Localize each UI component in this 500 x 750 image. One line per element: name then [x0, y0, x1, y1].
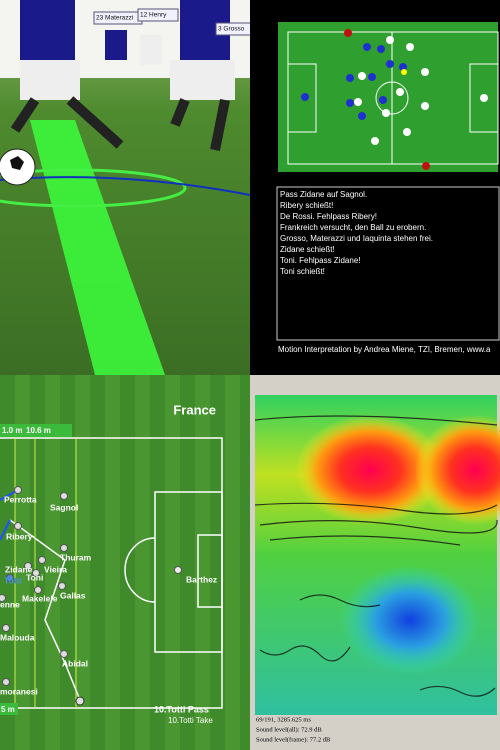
- commentary-box: [276, 186, 500, 341]
- player-dot: [14, 522, 22, 530]
- player-dot: [24, 562, 32, 570]
- player-name: Abidal: [62, 658, 88, 668]
- commentary-line: Frankreich versucht, den Ball zu erobern…: [280, 223, 426, 232]
- player-name: Toni: [26, 572, 43, 582]
- player-name: Gallas: [60, 590, 86, 600]
- commentary-line: Zidane schießt!: [280, 245, 335, 254]
- player-name: Zidane: [5, 564, 33, 574]
- status-line: 69/191, 3285.625 ms: [256, 716, 311, 723]
- player-name: Vieira: [44, 564, 67, 574]
- player-dot: [0, 594, 6, 602]
- player-dot: [38, 556, 46, 564]
- minimap: [278, 22, 499, 172]
- player-dot: [2, 678, 10, 686]
- player-label-box: [137, 8, 179, 22]
- commentary-line: Grosso, Materazzi und Iaquinta stehen fr…: [280, 234, 433, 243]
- commentary-line: Ribery schießt!: [280, 201, 333, 210]
- player-name: moranesi: [0, 686, 38, 696]
- player-dot: [6, 574, 14, 582]
- player-dot: [60, 544, 68, 552]
- player-dot: [34, 586, 42, 594]
- player-name: Thuram: [60, 552, 92, 562]
- player-name: Ribery: [6, 531, 33, 541]
- player-name: Malouda: [0, 632, 35, 642]
- distance: 10.6 m: [26, 426, 51, 435]
- player-name: Makelele: [22, 593, 58, 603]
- player-dot: [174, 566, 182, 574]
- player-dot: [2, 624, 10, 632]
- player-dot: [58, 582, 66, 590]
- commentary-line: De Rossi. Fehlpass Ribery!: [280, 212, 377, 221]
- player-name: Sagnol: [50, 502, 78, 512]
- status-line: Sound level(frame): 77.2 dB: [256, 736, 331, 743]
- sound-panel: [250, 375, 500, 750]
- player-label: 3 Grosso: [218, 26, 245, 33]
- player-name: Barthez: [186, 574, 217, 584]
- event-label: 10.Totti Pass: [154, 704, 209, 714]
- player-dot: [60, 650, 68, 658]
- scale-label: 5 m: [1, 705, 15, 714]
- team-name: France: [173, 402, 216, 417]
- distance: 1.0 m: [2, 426, 22, 435]
- commentary-line: Toni schießt!: [280, 267, 325, 276]
- event-label: 10.Totti Take: [168, 716, 213, 725]
- player-dot: [32, 569, 40, 577]
- scene-panel: [0, 0, 251, 375]
- player-dot: [14, 486, 22, 494]
- player-name: Totti: [4, 575, 22, 585]
- player-label: 12 Henry: [140, 12, 167, 19]
- credit: Motion Interpretation by Andrea Miene, T…: [278, 345, 491, 354]
- player-label: 23 Materazzi: [96, 15, 133, 22]
- commentary-line: Toni. Fehlpass Zidane!: [280, 256, 361, 265]
- player-name: Perrotta: [4, 494, 37, 504]
- player-name: enne: [0, 599, 20, 609]
- player-dot: [60, 492, 68, 500]
- commentary-line: Pass Zidane auf Sagnol.: [280, 190, 367, 199]
- status-line: Sound level(all): 72.9 dB: [256, 726, 322, 733]
